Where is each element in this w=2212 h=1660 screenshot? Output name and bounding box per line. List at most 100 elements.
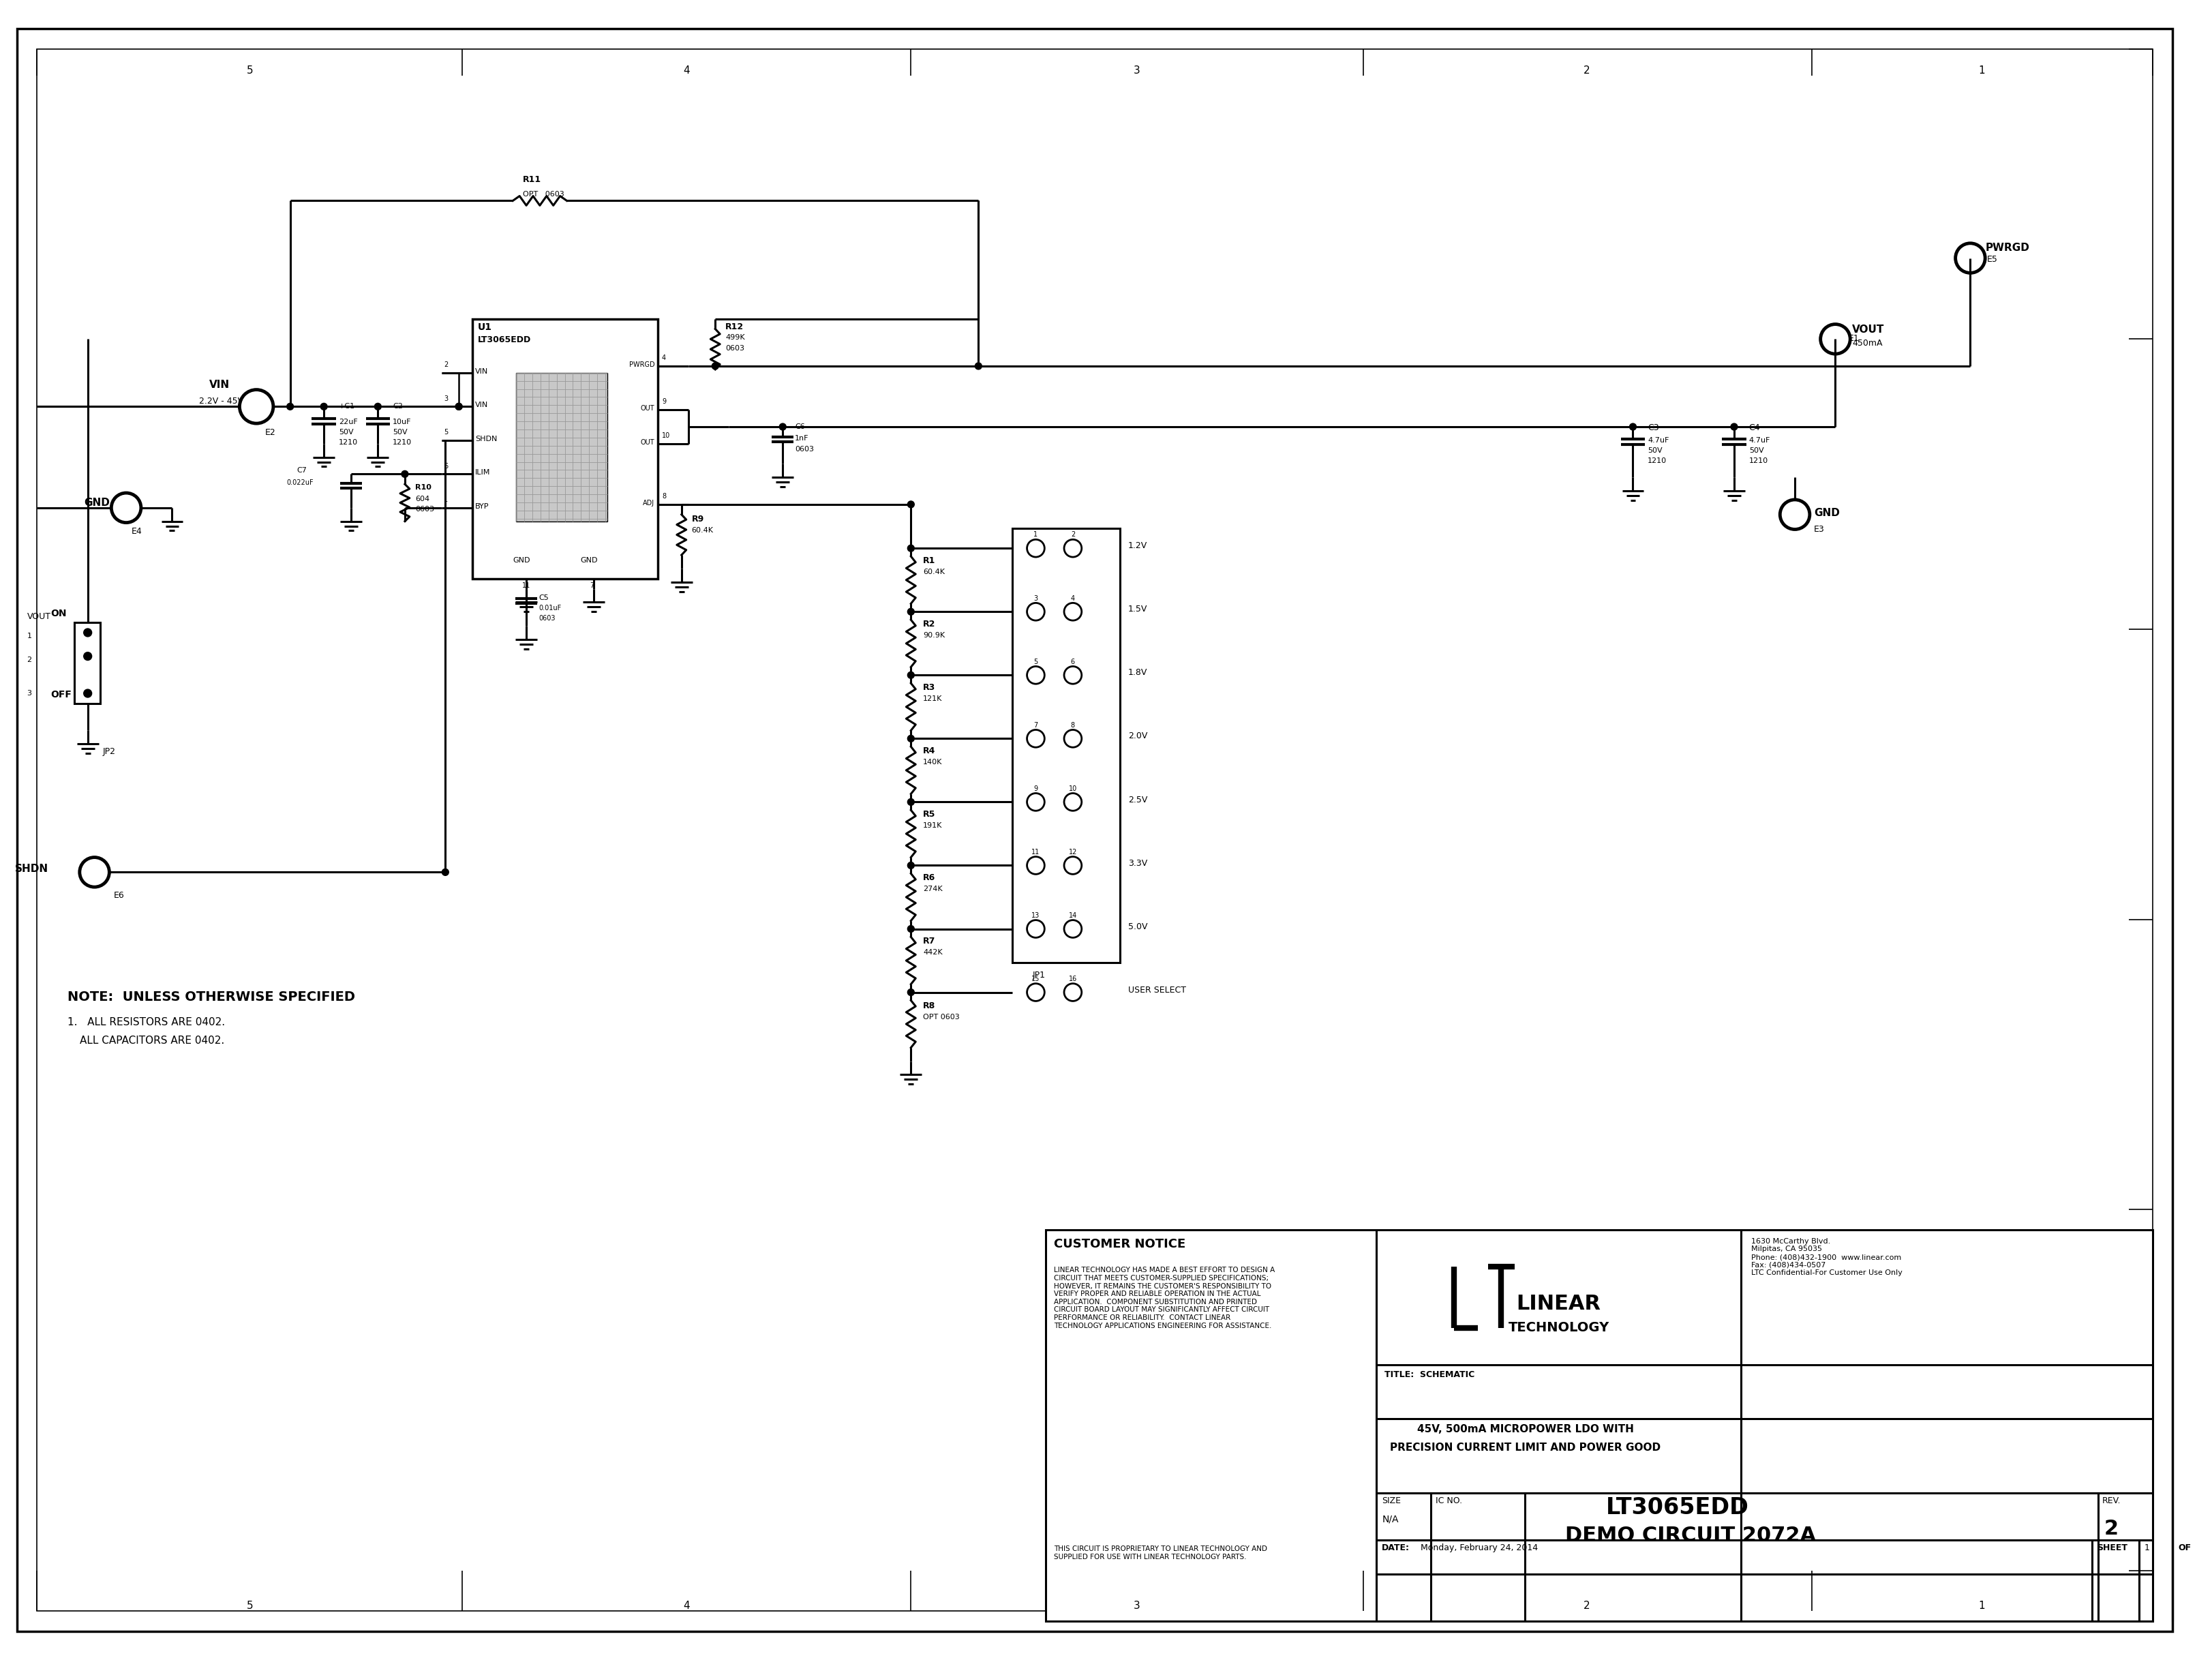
Text: 1630 McCarthy Blvd.
Milpitas, CA 95035
Phone: (408)432-1900  www.linear.com
Fax:: 1630 McCarthy Blvd. Milpitas, CA 95035 P… (1752, 1238, 1902, 1277)
Circle shape (907, 798, 914, 805)
Text: 442K: 442K (922, 950, 942, 956)
Text: 14: 14 (1068, 911, 1077, 918)
Text: 60.4K: 60.4K (922, 568, 945, 576)
Text: E4: E4 (131, 526, 142, 536)
Circle shape (1064, 666, 1082, 684)
Circle shape (712, 362, 719, 370)
Text: U1: U1 (478, 322, 491, 332)
Text: 1.5V: 1.5V (1128, 604, 1148, 614)
Text: 2: 2 (1584, 1600, 1590, 1612)
Text: 45V, 500mA MICROPOWER LDO WITH: 45V, 500mA MICROPOWER LDO WITH (1418, 1424, 1635, 1434)
Text: C7: C7 (296, 466, 307, 475)
Circle shape (1630, 423, 1637, 430)
Text: SHDN: SHDN (15, 865, 49, 875)
Bar (515, 374, 608, 521)
Text: ON: ON (51, 609, 66, 619)
Text: 16: 16 (1068, 976, 1077, 983)
Text: R6: R6 (922, 873, 936, 883)
Text: 11: 11 (522, 583, 531, 589)
Text: 1: 1 (1978, 66, 1984, 76)
Text: 8: 8 (661, 493, 666, 500)
Circle shape (1026, 857, 1044, 875)
Text: 12: 12 (1068, 848, 1077, 855)
Text: OPT 0603: OPT 0603 (922, 1014, 960, 1021)
Text: 604: 604 (416, 496, 429, 503)
Text: 0603: 0603 (538, 616, 555, 622)
Text: OPT   0603: OPT 0603 (522, 191, 564, 198)
Text: 1210: 1210 (394, 438, 411, 447)
Circle shape (1064, 730, 1082, 747)
Text: GND: GND (84, 498, 111, 508)
Text: 13: 13 (1031, 911, 1040, 918)
Text: 2: 2 (27, 656, 31, 662)
Circle shape (1026, 793, 1044, 810)
Text: E3: E3 (1814, 525, 1825, 533)
Text: 1nF: 1nF (794, 435, 810, 442)
Text: 4.7uF: 4.7uF (1750, 437, 1770, 443)
Text: 450mA: 450mA (1851, 339, 1882, 349)
Circle shape (907, 735, 914, 742)
Text: 7: 7 (1033, 722, 1037, 729)
Text: +C1: +C1 (338, 403, 356, 410)
Text: 0603: 0603 (794, 445, 814, 453)
Text: 1: 1 (1033, 531, 1037, 538)
Text: 0603: 0603 (416, 506, 434, 513)
Text: 4: 4 (661, 355, 666, 362)
Text: C2: C2 (394, 403, 403, 410)
Text: 10: 10 (661, 432, 670, 438)
Text: DEMO CIRCUIT 2072A: DEMO CIRCUIT 2072A (1566, 1526, 1816, 1545)
Text: E6: E6 (113, 891, 124, 900)
Circle shape (84, 652, 91, 661)
Text: OUT: OUT (641, 438, 655, 445)
Circle shape (907, 862, 914, 868)
Text: TITLE:  SCHEMATIC: TITLE: SCHEMATIC (1385, 1370, 1475, 1379)
Text: 1: 1 (27, 632, 31, 639)
Text: JP1: JP1 (1033, 971, 1046, 979)
Text: 90.9K: 90.9K (922, 632, 945, 639)
Text: 5: 5 (246, 66, 252, 76)
Text: 2: 2 (2104, 1519, 2119, 1539)
Circle shape (456, 403, 462, 410)
Text: R4: R4 (922, 747, 936, 755)
Text: VIN: VIN (210, 380, 230, 390)
Circle shape (288, 403, 294, 410)
Text: 50V: 50V (1648, 447, 1663, 453)
Circle shape (907, 926, 914, 933)
Bar (1013, 528, 1119, 963)
Text: 0.01uF: 0.01uF (538, 604, 562, 613)
Circle shape (1955, 244, 1984, 272)
Circle shape (239, 390, 274, 423)
Text: TECHNOLOGY: TECHNOLOGY (1509, 1321, 1608, 1335)
Circle shape (1781, 500, 1809, 530)
Bar (473, 319, 657, 579)
Text: E1: E1 (1849, 334, 1860, 344)
Text: 5: 5 (445, 428, 449, 435)
Text: REV.: REV. (2101, 1496, 2121, 1506)
Text: 1: 1 (2143, 1544, 2150, 1552)
Text: LT3065EDD: LT3065EDD (478, 335, 531, 345)
Text: CUSTOMER NOTICE: CUSTOMER NOTICE (1053, 1238, 1186, 1250)
Circle shape (1064, 920, 1082, 938)
Text: 3.3V: 3.3V (1128, 858, 1148, 868)
Text: PRECISION CURRENT LIMIT AND POWER GOOD: PRECISION CURRENT LIMIT AND POWER GOOD (1389, 1443, 1661, 1452)
Text: USER SELECT: USER SELECT (1128, 986, 1186, 994)
Circle shape (907, 672, 914, 679)
Text: 50V: 50V (394, 428, 407, 435)
Text: E2: E2 (265, 428, 276, 437)
Text: 0603: 0603 (726, 345, 745, 352)
Text: 9: 9 (661, 398, 666, 405)
Text: 5: 5 (1033, 659, 1037, 666)
Text: VIN: VIN (476, 369, 489, 375)
Circle shape (1026, 983, 1044, 1001)
Text: 2: 2 (1584, 66, 1590, 76)
Circle shape (1064, 983, 1082, 1001)
Text: 9: 9 (1033, 785, 1037, 792)
Text: 1: 1 (1978, 1600, 1984, 1612)
Text: 4: 4 (684, 1600, 690, 1612)
Text: GND: GND (1814, 508, 1840, 518)
Text: C4: C4 (1750, 423, 1761, 432)
Circle shape (111, 493, 142, 523)
Text: 50V: 50V (338, 428, 354, 435)
Circle shape (84, 689, 91, 697)
Text: C3: C3 (1648, 423, 1659, 432)
